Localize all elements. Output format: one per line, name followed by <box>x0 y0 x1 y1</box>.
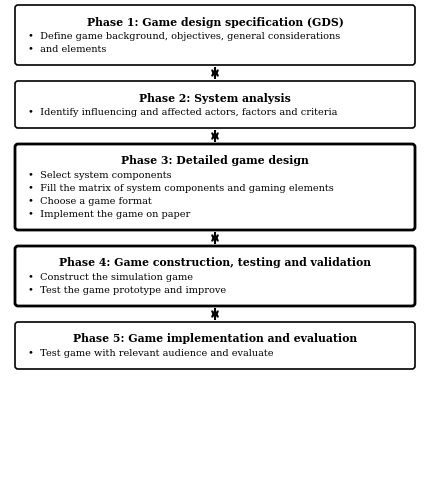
FancyBboxPatch shape <box>15 322 415 369</box>
Text: Phase 3: Detailed game design: Phase 3: Detailed game design <box>121 156 309 166</box>
Text: •  Select system components: • Select system components <box>28 171 172 180</box>
Text: •  and elements: • and elements <box>28 45 106 54</box>
Text: •  Test the game prototype and improve: • Test the game prototype and improve <box>28 286 226 295</box>
FancyBboxPatch shape <box>15 144 415 230</box>
FancyBboxPatch shape <box>15 81 415 128</box>
Text: Phase 4: Game construction, testing and validation: Phase 4: Game construction, testing and … <box>59 258 371 268</box>
Text: Phase 1: Game design specification (GDS): Phase 1: Game design specification (GDS) <box>86 16 344 28</box>
Text: •  Define game background, objectives, general considerations: • Define game background, objectives, ge… <box>28 32 340 41</box>
Text: •  Implement the game on paper: • Implement the game on paper <box>28 210 190 219</box>
Text: Phase 5: Game implementation and evaluation: Phase 5: Game implementation and evaluat… <box>73 334 357 344</box>
Text: •  Test game with relevant audience and evaluate: • Test game with relevant audience and e… <box>28 349 273 358</box>
Text: •  Fill the matrix of system components and gaming elements: • Fill the matrix of system components a… <box>28 184 334 193</box>
Text: Phase 2: System analysis: Phase 2: System analysis <box>139 92 291 104</box>
Text: •  Choose a game format: • Choose a game format <box>28 197 152 206</box>
Text: •  Construct the simulation game: • Construct the simulation game <box>28 273 193 282</box>
FancyBboxPatch shape <box>15 246 415 306</box>
FancyBboxPatch shape <box>15 5 415 65</box>
Text: •  Identify influencing and affected actors, factors and criteria: • Identify influencing and affected acto… <box>28 108 338 117</box>
